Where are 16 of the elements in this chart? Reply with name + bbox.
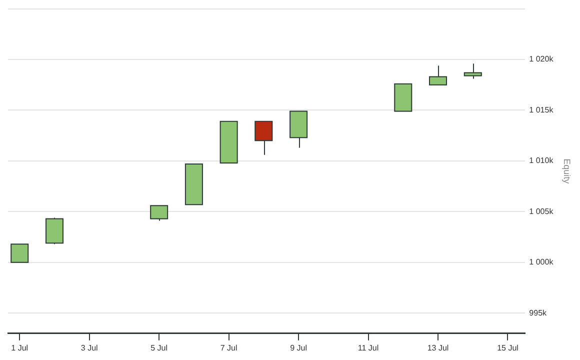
x-tick-label: 13 Jul <box>427 343 449 352</box>
x-tick-label: 5 Jul <box>150 343 168 352</box>
y-tick-label: 1 005k <box>529 206 554 216</box>
y-axis-title: Equity <box>562 158 572 184</box>
candlestick <box>10 244 29 263</box>
x-tick-label: 1 Jul <box>11 343 28 352</box>
y-tick-label: 1 000k <box>529 258 554 267</box>
x-tick-label: 15 Jul <box>497 343 519 352</box>
y-tick-label: 1 020k <box>529 54 554 64</box>
x-tick-label: 11 Jul <box>358 343 379 352</box>
x-tick-label: 9 Jul <box>290 343 308 352</box>
x-tick-label: 7 Jul <box>220 343 238 352</box>
y-tick-label: 1 015k <box>529 105 554 114</box>
y-tick-label: 1 010k <box>529 156 554 166</box>
y-tick-label: 995k <box>529 308 548 318</box>
x-tick-label: 3 Jul <box>80 343 98 352</box>
